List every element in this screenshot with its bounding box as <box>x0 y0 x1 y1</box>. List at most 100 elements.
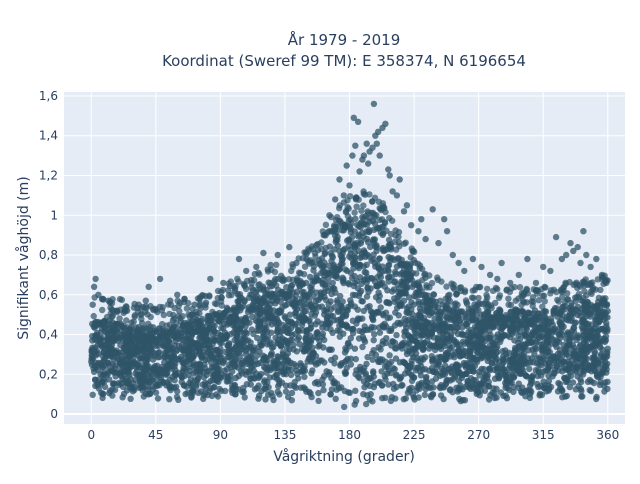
data-point <box>188 382 195 389</box>
data-point <box>562 393 569 400</box>
data-point <box>496 307 504 314</box>
data-point <box>131 312 139 319</box>
data-point <box>447 386 454 393</box>
data-point <box>356 168 363 175</box>
data-point <box>137 354 144 362</box>
data-point <box>264 378 271 386</box>
data-point <box>388 342 395 349</box>
data-point <box>510 388 517 396</box>
data-point <box>174 388 181 395</box>
data-point <box>369 310 377 317</box>
chart-title-line2: Koordinat (Sweref 99 TM): E 358374, N 61… <box>162 52 526 70</box>
data-point <box>120 369 128 376</box>
data-point <box>373 242 380 249</box>
data-point <box>267 283 274 290</box>
data-point <box>351 228 358 235</box>
data-point <box>340 279 347 287</box>
data-point <box>589 354 596 361</box>
data-point <box>398 256 405 264</box>
data-point <box>544 330 551 337</box>
data-point <box>595 294 603 301</box>
data-point <box>227 377 234 384</box>
data-point <box>89 391 96 398</box>
data-point <box>594 360 601 367</box>
data-point <box>581 282 588 289</box>
data-point <box>484 285 491 293</box>
data-point <box>359 298 366 305</box>
data-point <box>195 322 203 329</box>
data-point <box>164 379 171 386</box>
y-tick-label: 0,2 <box>39 367 58 381</box>
data-point <box>267 352 275 359</box>
data-point <box>476 284 483 291</box>
data-point <box>515 271 522 279</box>
data-point <box>322 244 329 252</box>
data-point <box>440 395 447 403</box>
data-point <box>185 352 192 359</box>
data-point <box>400 396 407 403</box>
data-point <box>496 318 503 325</box>
data-point <box>371 331 378 338</box>
data-point <box>252 357 259 364</box>
data-point <box>557 356 564 363</box>
data-point <box>255 343 263 350</box>
data-point <box>296 269 303 276</box>
data-point <box>531 345 539 352</box>
data-point <box>530 330 537 337</box>
data-point <box>577 385 585 393</box>
data-point <box>232 391 239 398</box>
data-point <box>453 291 460 298</box>
data-point <box>405 303 412 310</box>
data-point <box>571 351 579 358</box>
data-point <box>166 310 173 318</box>
data-point <box>389 188 396 195</box>
data-point <box>88 349 96 356</box>
data-point <box>300 327 307 334</box>
data-point <box>346 253 353 260</box>
data-point <box>202 292 209 300</box>
data-point <box>216 353 224 360</box>
data-point <box>478 365 485 373</box>
data-point <box>446 309 453 317</box>
data-point <box>583 251 590 259</box>
data-point <box>390 365 397 372</box>
data-point <box>437 354 444 361</box>
data-point <box>338 220 345 227</box>
data-point <box>476 300 484 307</box>
data-point <box>483 297 490 305</box>
data-point <box>369 198 376 205</box>
data-point <box>278 328 285 335</box>
data-point <box>242 351 250 358</box>
data-point <box>88 361 96 368</box>
data-point <box>475 294 482 302</box>
data-point <box>166 334 173 341</box>
data-point <box>89 344 96 351</box>
data-point <box>144 311 151 318</box>
data-point <box>351 279 358 287</box>
data-point <box>387 255 394 262</box>
data-point <box>487 337 494 344</box>
data-point <box>468 316 476 323</box>
data-point <box>184 328 191 335</box>
data-point <box>586 343 594 351</box>
data-point <box>225 287 232 294</box>
data-point <box>425 320 432 327</box>
data-point <box>249 301 256 308</box>
data-point <box>360 307 367 315</box>
data-point <box>595 319 602 326</box>
data-point <box>593 255 600 263</box>
data-point <box>505 301 512 308</box>
data-point <box>123 317 130 324</box>
data-point <box>139 340 146 348</box>
data-point <box>185 311 192 318</box>
data-point <box>206 317 214 324</box>
data-point <box>235 302 243 310</box>
x-axis-title: Vågriktning (grader) <box>273 448 415 465</box>
data-point <box>302 385 309 393</box>
data-point <box>407 334 414 341</box>
data-point <box>398 373 405 380</box>
data-point <box>229 368 236 375</box>
data-point <box>421 391 428 399</box>
data-point <box>282 302 289 309</box>
data-point <box>191 301 198 308</box>
